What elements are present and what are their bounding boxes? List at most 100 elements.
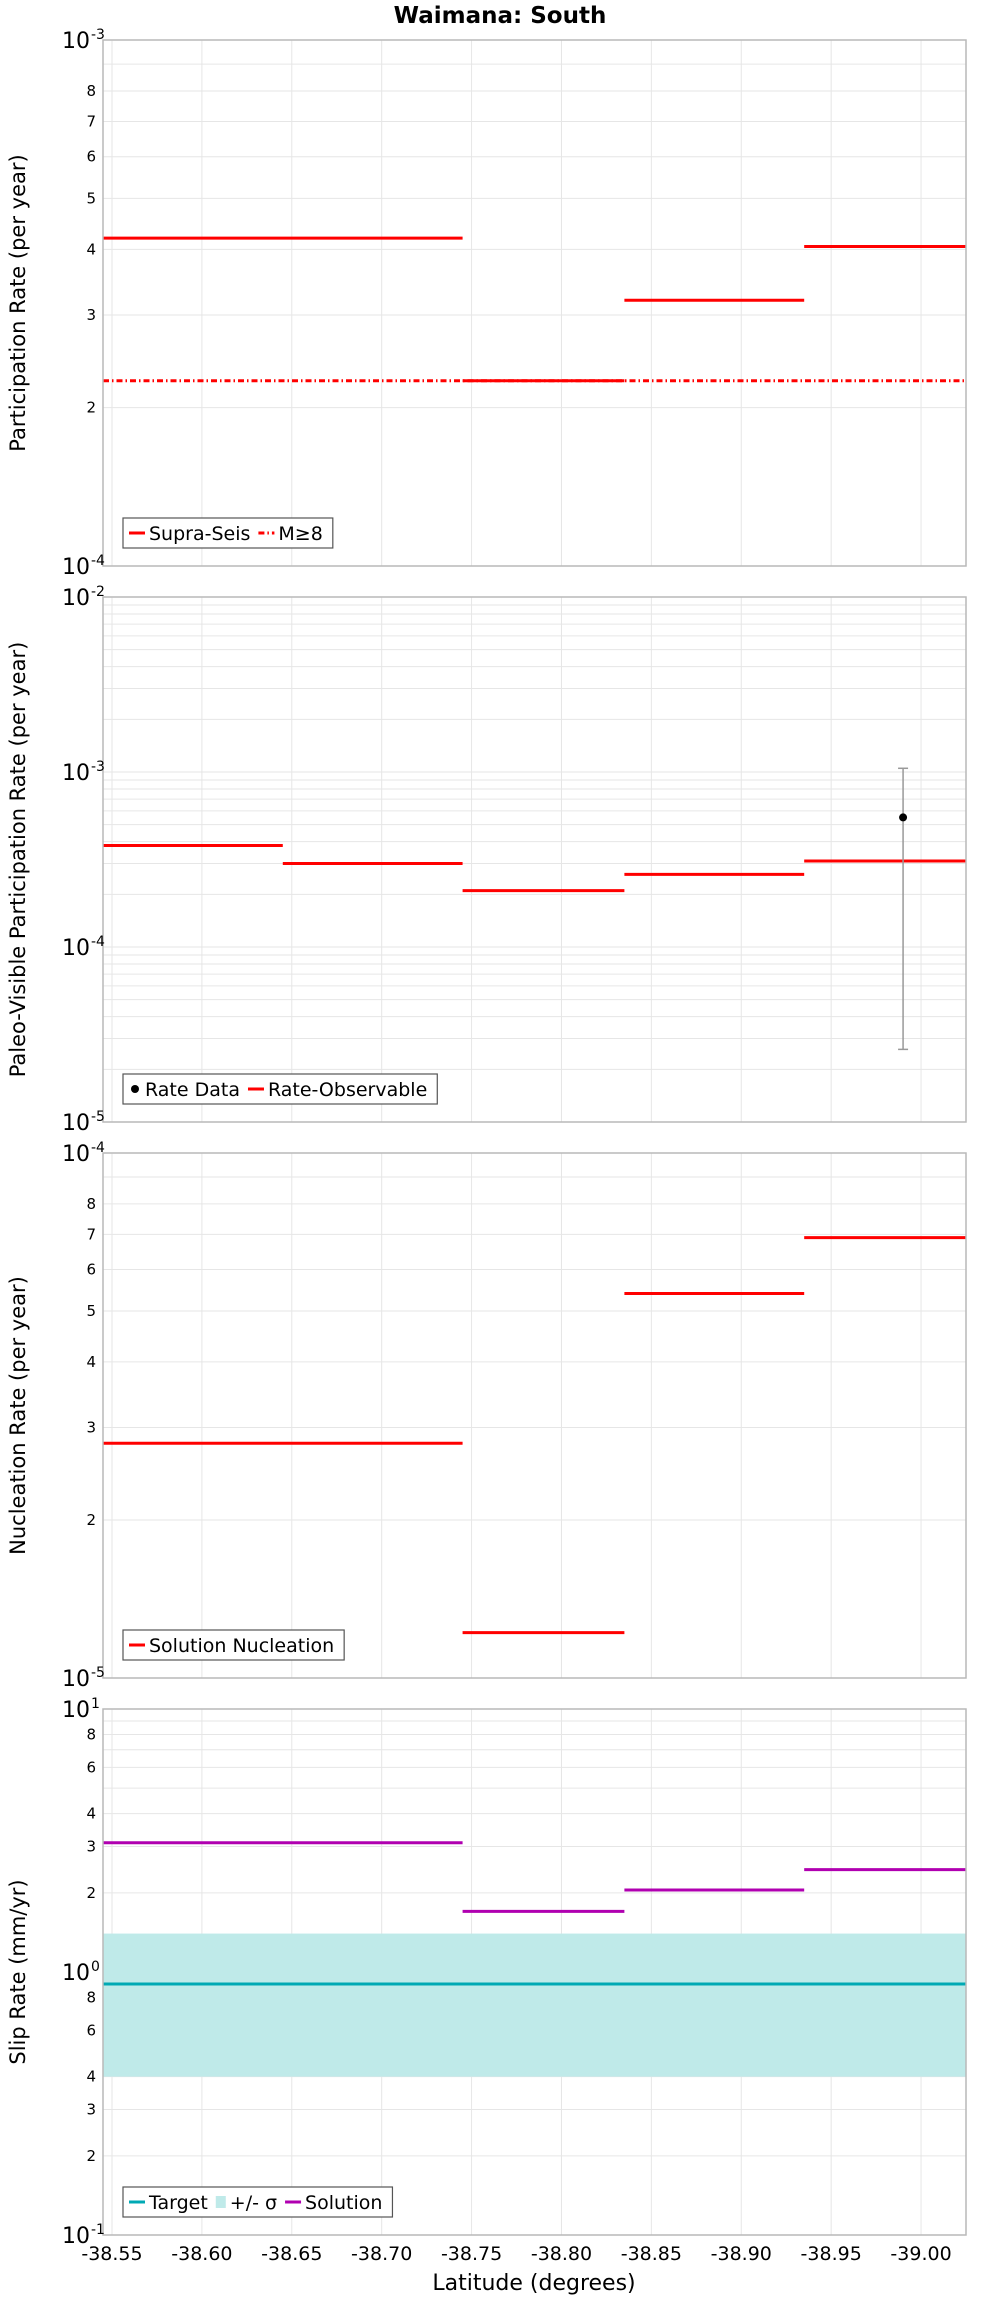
- legend-label: Solution: [305, 2192, 382, 2214]
- x-tick-label: -38.85: [621, 2243, 682, 2265]
- y-tick-label: 5: [86, 1302, 96, 1320]
- plot-frame: [102, 596, 967, 1123]
- y-tick-exponent: 1: [91, 1696, 100, 1712]
- series-supra-seis: [103, 236, 966, 383]
- x-tick-label: -38.75: [441, 2243, 502, 2265]
- x-tick-label: -38.55: [81, 2243, 142, 2265]
- y-tick-label: 6: [86, 148, 96, 166]
- y-tick-label: 8: [86, 1725, 96, 1743]
- y-tick-exponent: -5: [91, 1109, 105, 1125]
- series-solution: [103, 1841, 966, 1913]
- y-tick-exponent: -4: [91, 934, 105, 950]
- y-tick-exponent: -3: [91, 27, 105, 43]
- sigma-band: [103, 1933, 966, 2077]
- y-tick-exponent: -4: [91, 553, 105, 569]
- y-tick-label: 3: [86, 1419, 96, 1437]
- y-tick-label: 10: [62, 1111, 90, 1136]
- legend: Supra-Seis M≥8: [122, 517, 334, 549]
- legend-box: [122, 517, 334, 549]
- chart-title: Waimana: South: [394, 3, 607, 29]
- legend-label: Solution Nucleation: [149, 1635, 334, 1657]
- x-tick-label: -38.80: [531, 2243, 592, 2265]
- y-tick-label: 10: [62, 936, 90, 961]
- grid: [103, 40, 966, 567]
- y-tick-exponent: -5: [91, 1665, 105, 1681]
- y-axis-label: Participation Rate (per year): [6, 154, 30, 451]
- y-tick-label: 3: [86, 306, 96, 324]
- legend-box: [122, 1629, 345, 1661]
- plot-frame: [102, 1708, 967, 2236]
- y-tick-label: 2: [86, 399, 96, 417]
- legend-label: Rate-Observable: [268, 1079, 427, 1101]
- y-tick-exponent: -2: [91, 584, 105, 600]
- legend-swatch: [215, 2196, 226, 2208]
- y-tick-label: 2: [86, 1884, 96, 1902]
- legend-box: [122, 2186, 394, 2218]
- y-tick-label: 8: [86, 1988, 96, 2006]
- y-tick-label: 2: [86, 1511, 96, 1529]
- y-axis-label: Paleo-Visible Participation Rate (per ye…: [6, 642, 30, 1078]
- y-tick-label: 10: [62, 1698, 90, 1723]
- legend-label: M≥8: [278, 523, 322, 545]
- y-tick-label: 5: [86, 189, 96, 207]
- y-tick-exponent: -1: [91, 2222, 105, 2238]
- plot-frame: [102, 39, 967, 567]
- x-tick-label: -38.95: [801, 2243, 862, 2265]
- x-tick-label: -38.60: [171, 2243, 232, 2265]
- y-tick-label: 7: [86, 1225, 96, 1243]
- data-point: [899, 813, 908, 822]
- y-tick-label: 7: [86, 112, 96, 130]
- x-tick-labels: -38.55 -38.60 -38.65 -38.70 -38.75 -38.80 -38.…: [81, 2243, 951, 2265]
- y-tick-label: 4: [86, 1353, 96, 1371]
- y-tick-label: 6: [86, 1758, 96, 1776]
- legend-box: [122, 1073, 438, 1105]
- y-tick-label: 10: [62, 555, 90, 580]
- x-tick-label: -38.70: [351, 2243, 412, 2265]
- y-tick-label: 3: [86, 2101, 96, 2119]
- x-tick-label: -39.00: [890, 2243, 951, 2265]
- y-tick-label: 10: [62, 29, 90, 54]
- y-tick-exponent: 0: [91, 1959, 100, 1975]
- y-tick-label: 3: [86, 1838, 96, 1856]
- y-tick-label: 10: [62, 761, 90, 786]
- y-tick-label: 4: [86, 240, 96, 258]
- legend: Rate Data Rate-Observable: [122, 1073, 438, 1105]
- y-tick-label: 10: [62, 2224, 90, 2249]
- y-tick-exponent: -4: [91, 1140, 105, 1156]
- y-tick-label: 8: [86, 82, 96, 100]
- legend-label: Supra-Seis: [149, 523, 250, 545]
- x-axis-label: Latitude (degrees): [432, 2271, 635, 2296]
- y-tick-label: 10: [62, 586, 90, 611]
- y-tick-label: 4: [86, 1805, 96, 1823]
- series-solution-nucleation: [103, 1236, 966, 1635]
- legend: Solution Nucleation: [122, 1629, 345, 1661]
- y-tick-label: 4: [86, 2068, 96, 2086]
- y-tick-label: 10: [62, 1142, 90, 1167]
- legend-swatch: [131, 1085, 139, 1093]
- grid: [103, 1709, 966, 2236]
- legend-label: Target: [148, 2192, 208, 2214]
- y-tick-label: 8: [86, 1195, 96, 1213]
- y-axis-label: Slip Rate (mm/yr): [6, 1879, 30, 2064]
- y-axis-label: Nucleation Rate (per year): [6, 1276, 30, 1555]
- legend-label: Rate Data: [145, 1079, 240, 1101]
- y-tick-label: 10: [62, 1667, 90, 1692]
- legend-label: +/- σ: [230, 2192, 277, 2214]
- y-tick-label: 2: [86, 2147, 96, 2165]
- legend: Target +/- σ Solution: [122, 2186, 394, 2218]
- x-tick-label: -38.65: [261, 2243, 322, 2265]
- series-rate-observable: [103, 844, 966, 893]
- y-tick-label: 6: [86, 1260, 96, 1278]
- grid: [103, 597, 966, 1123]
- y-tick-label: 10: [62, 1961, 90, 1986]
- grid: [103, 1153, 966, 1679]
- y-tick-label: 6: [86, 2021, 96, 2039]
- plot-frame: [102, 1152, 967, 1679]
- y-tick-exponent: -3: [91, 759, 105, 775]
